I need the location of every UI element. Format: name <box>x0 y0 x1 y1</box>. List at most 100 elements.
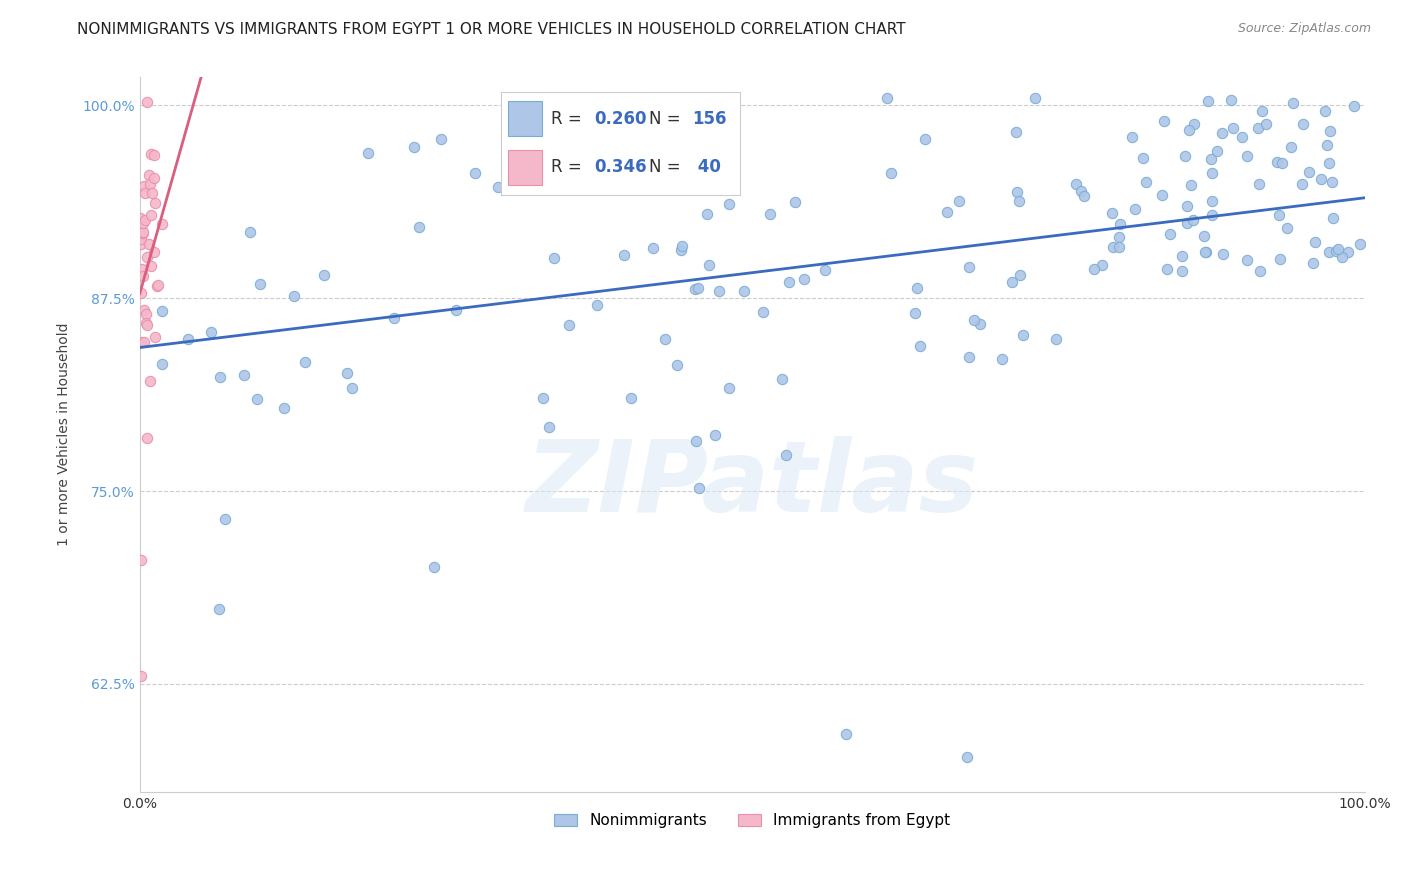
Point <box>232 368 254 383</box>
Point <box>1102 240 1125 254</box>
Point <box>283 289 305 303</box>
Point <box>141 147 163 161</box>
Point <box>1083 261 1105 276</box>
Point <box>785 195 807 210</box>
Point <box>1012 327 1035 342</box>
Y-axis label: 1 or more Vehicles in Household: 1 or more Vehicles in Household <box>58 323 72 547</box>
Point <box>1292 117 1315 131</box>
Point <box>1302 256 1324 270</box>
Point <box>1222 120 1244 135</box>
Point <box>671 122 693 136</box>
Point <box>1091 258 1114 272</box>
Point <box>671 239 693 253</box>
Point <box>1070 184 1092 198</box>
Point <box>382 310 405 325</box>
Point <box>1275 221 1298 235</box>
Point <box>733 284 755 298</box>
Point <box>136 95 159 109</box>
Point <box>696 206 718 220</box>
Point <box>1303 235 1326 249</box>
Point <box>770 372 793 386</box>
Point <box>814 263 837 277</box>
Point <box>1121 130 1143 145</box>
Point <box>139 177 162 191</box>
Point <box>620 391 643 405</box>
Point <box>1249 177 1271 191</box>
Point <box>697 258 720 272</box>
Point <box>905 280 928 294</box>
Point <box>880 166 903 180</box>
Point <box>1281 96 1303 111</box>
Point <box>1201 166 1223 180</box>
Point <box>1343 99 1365 113</box>
Point <box>531 101 554 115</box>
Point <box>1197 94 1219 108</box>
Point <box>1254 117 1277 131</box>
Point <box>132 225 155 239</box>
Point <box>685 434 707 448</box>
Point <box>1320 175 1343 189</box>
Point <box>1066 177 1088 191</box>
Point <box>1010 268 1032 282</box>
Point <box>688 482 710 496</box>
Point <box>132 303 155 318</box>
Point <box>246 392 269 407</box>
Point <box>1153 114 1175 128</box>
Point <box>1331 250 1354 264</box>
Point <box>717 196 740 211</box>
Point <box>1199 152 1222 166</box>
Point <box>135 431 157 445</box>
Point <box>208 370 231 384</box>
Point <box>1174 149 1197 163</box>
Point <box>1194 244 1216 259</box>
Point <box>1005 186 1028 200</box>
Point <box>935 205 957 219</box>
Point <box>1156 261 1178 276</box>
Point <box>752 305 775 319</box>
Point <box>139 374 162 388</box>
Point <box>669 244 692 258</box>
Point <box>948 194 970 208</box>
Point <box>139 208 162 222</box>
Point <box>654 332 676 346</box>
Point <box>957 350 980 364</box>
Point <box>1327 243 1350 257</box>
Point <box>1180 178 1202 192</box>
Point <box>129 232 152 246</box>
Point <box>134 178 156 193</box>
Point <box>1279 140 1302 154</box>
Point <box>1045 332 1067 346</box>
Point <box>1206 144 1229 158</box>
Point <box>131 232 153 246</box>
Point <box>1201 194 1223 209</box>
Point <box>1316 138 1339 153</box>
Point <box>1194 229 1216 244</box>
Point <box>707 284 730 298</box>
Point <box>200 325 222 339</box>
Point <box>1201 208 1223 222</box>
Point <box>132 334 155 349</box>
Point <box>1001 275 1024 289</box>
Point <box>132 217 155 231</box>
Point <box>314 268 336 282</box>
Point <box>1123 202 1146 216</box>
Point <box>138 168 160 182</box>
Point <box>273 401 295 415</box>
Point <box>294 355 316 369</box>
Point <box>464 166 486 180</box>
Point <box>1220 93 1243 107</box>
Point <box>1004 125 1026 139</box>
Point <box>404 139 426 153</box>
Point <box>1152 187 1174 202</box>
Point <box>135 251 157 265</box>
Legend: Nonimmigrants, Immigrants from Egypt: Nonimmigrants, Immigrants from Egypt <box>548 807 956 834</box>
Point <box>686 281 709 295</box>
Point <box>1348 237 1371 252</box>
Point <box>129 211 152 225</box>
Point <box>1247 120 1270 135</box>
Point <box>177 332 200 346</box>
Point <box>876 90 898 104</box>
Point <box>135 316 157 330</box>
Point <box>357 146 380 161</box>
Point <box>1135 175 1157 189</box>
